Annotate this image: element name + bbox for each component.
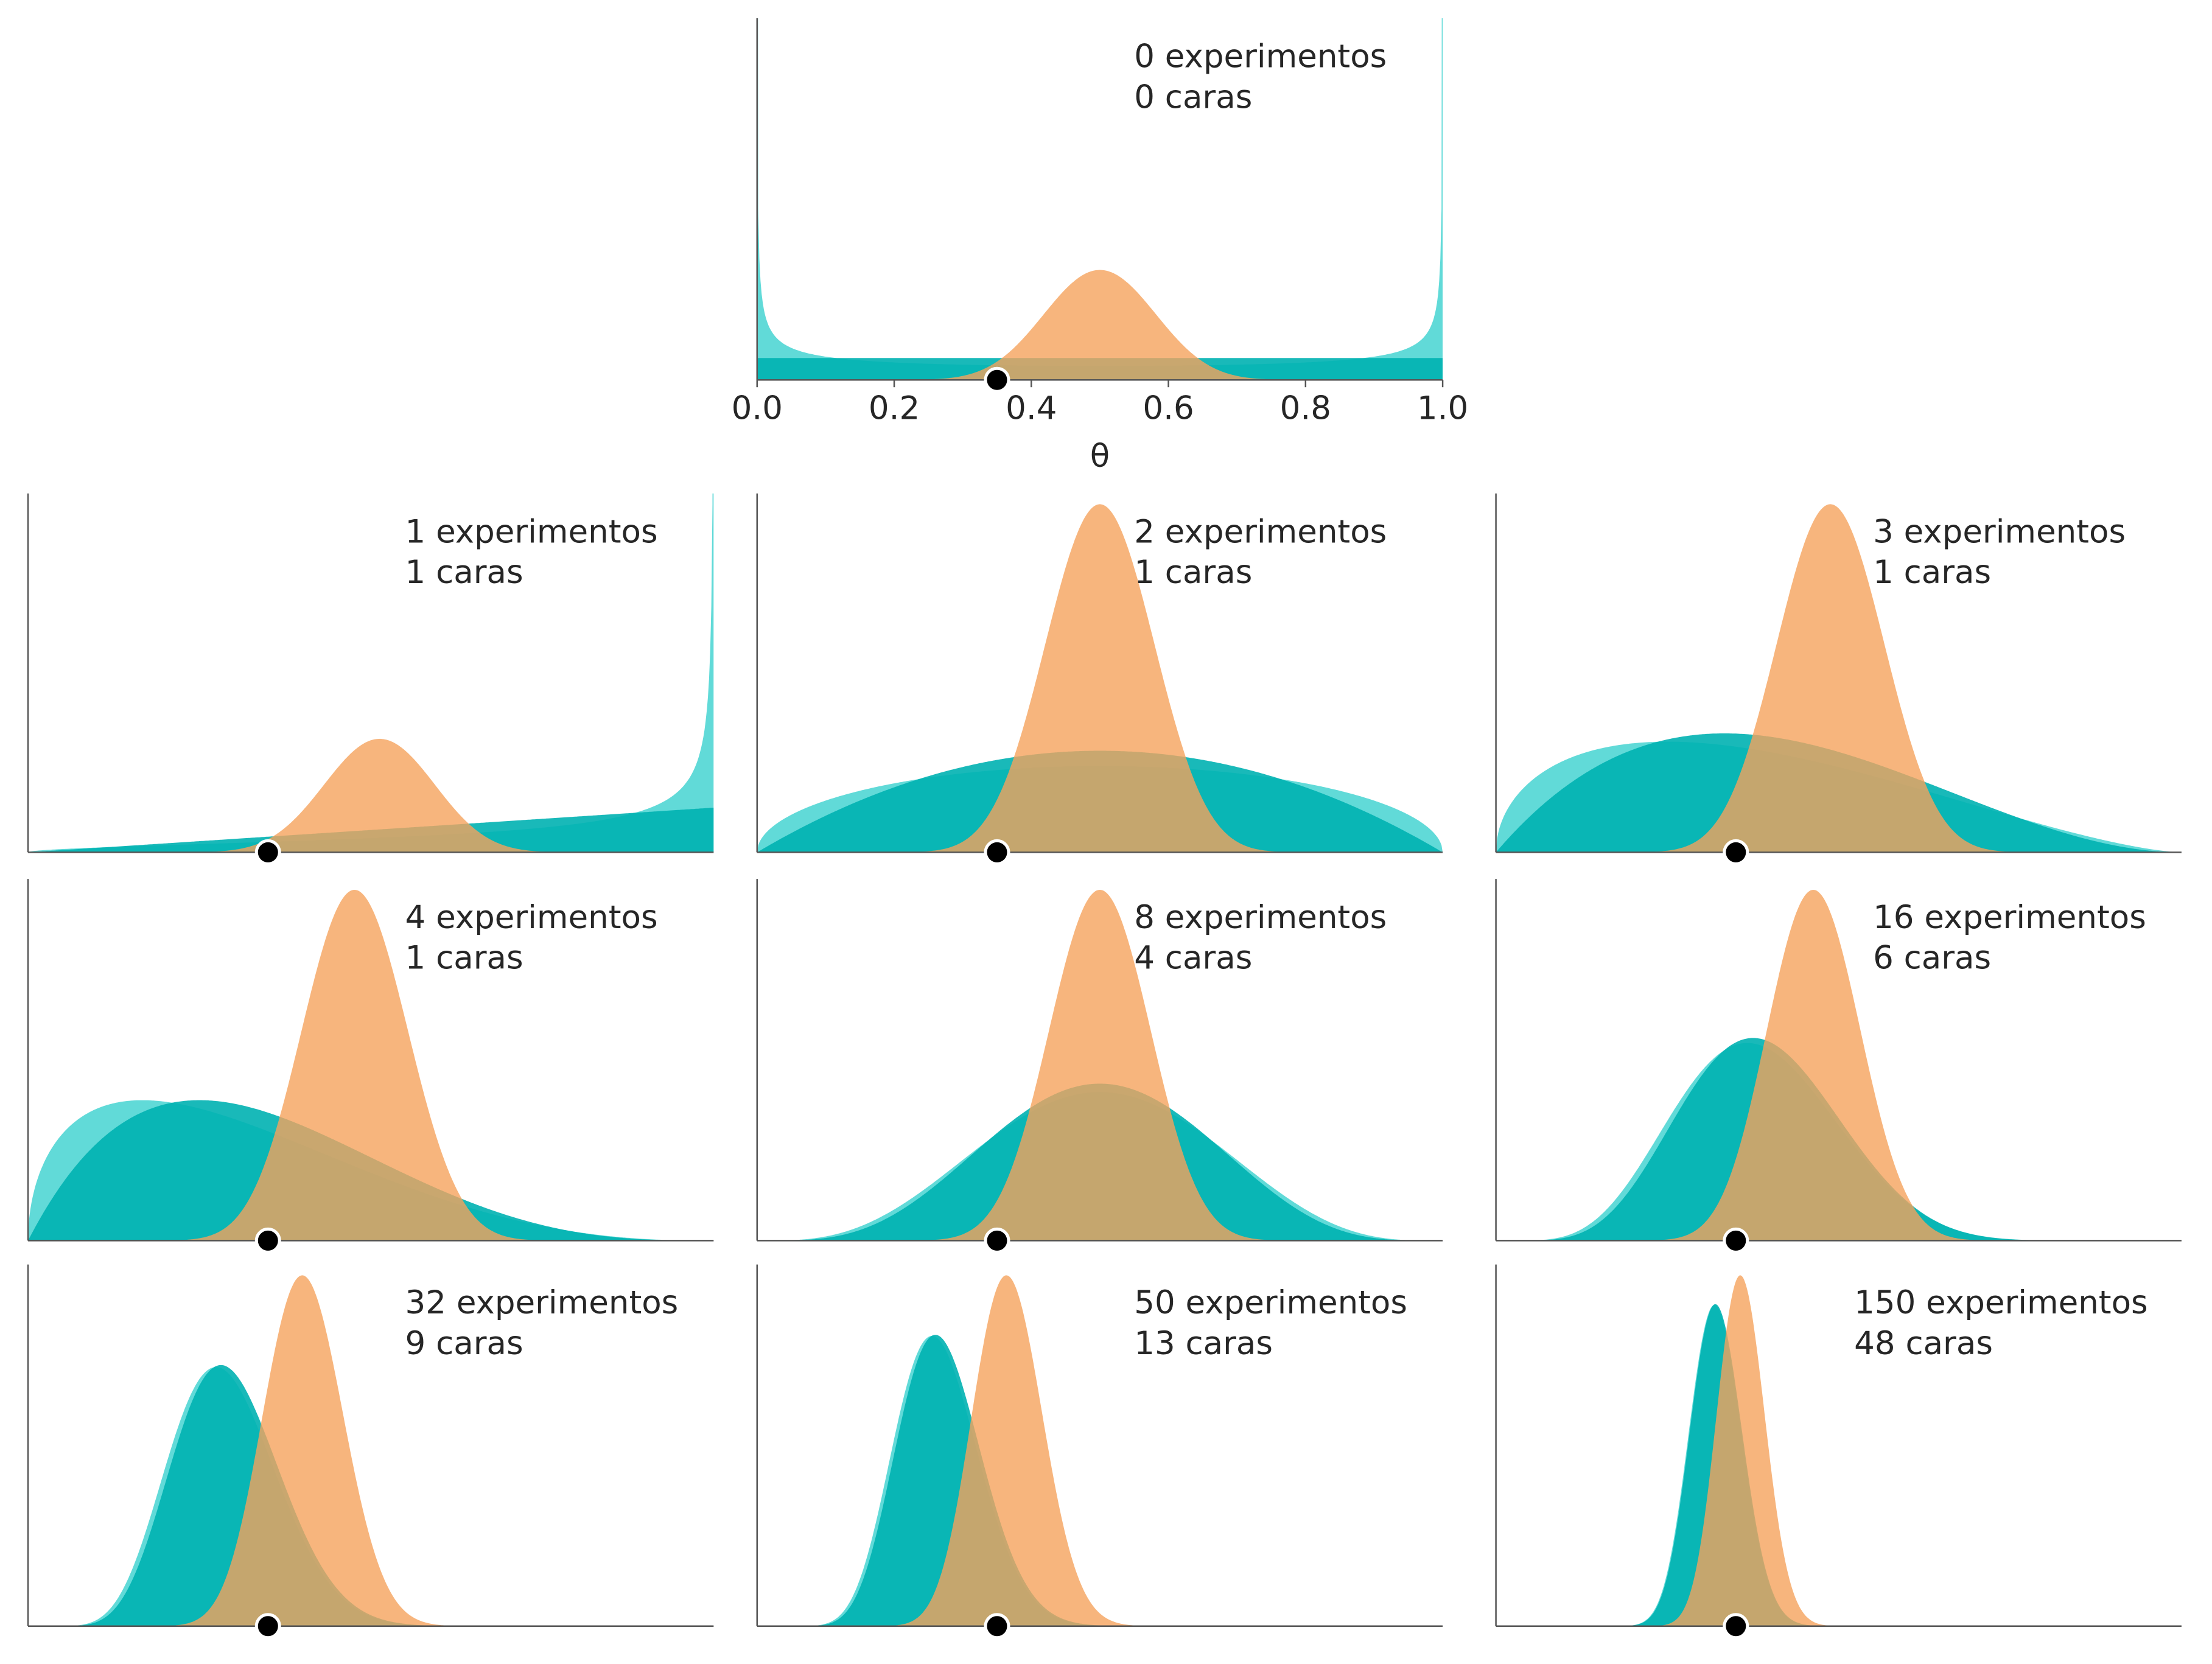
prior-informative-area-8 <box>757 1275 1443 1626</box>
prior-informative-area-4 <box>28 890 714 1241</box>
panel-heads-label: 1 caras <box>405 940 523 977</box>
prior-uniform-area-8 <box>757 1335 1443 1626</box>
true-theta-marker-6 <box>1723 1227 1749 1254</box>
prior-informative-area-2 <box>889 504 1311 853</box>
panel-trials-label: 1 experimentos <box>405 513 658 550</box>
true-theta-marker-8 <box>984 1613 1010 1640</box>
x-tick-label: 0.4 <box>1006 390 1057 427</box>
prior-informative-area-7 <box>28 1275 714 1626</box>
prior-uniform-area-9 <box>1496 1304 2182 1626</box>
true-theta-marker-4 <box>254 1227 281 1254</box>
panel-4: 4 experimentos 1 caras <box>27 879 714 1254</box>
true-theta-marker-3 <box>1723 839 1749 865</box>
panel-heads-label: 1 caras <box>405 554 523 591</box>
panel-heads-label: 48 caras <box>1854 1325 1993 1362</box>
panel-3: 3 experimentos 1 caras <box>1495 493 2182 865</box>
prior-jeffreys-area-9 <box>1496 1305 2182 1626</box>
panel-heads-label: 4 caras <box>1134 940 1252 977</box>
panel-heads-label: 9 caras <box>405 1325 523 1362</box>
panel-2: 2 experimentos 1 caras <box>756 493 1443 865</box>
panel-heads-label: 1 caras <box>1134 554 1252 591</box>
panel-1: 1 experimentos 1 caras <box>27 493 714 865</box>
prior-jeffreys-area-8 <box>757 1335 1443 1626</box>
panel-trials-label: 8 experimentos <box>1134 899 1387 936</box>
panel-7: 32 experimentos 9 caras <box>27 1264 714 1640</box>
panel-trials-label: 150 experimentos <box>1854 1284 2147 1321</box>
panel-heads-label: 13 caras <box>1134 1325 1273 1362</box>
panel-5: 8 experimentos 4 caras <box>756 879 1443 1254</box>
prior-informative-area-3 <box>1623 504 2041 853</box>
x-tick-label: 0.0 <box>732 390 783 427</box>
true-theta-marker-0 <box>984 366 1010 393</box>
x-tick-label: 0.2 <box>869 390 920 427</box>
prior-informative-area-1 <box>175 738 580 853</box>
panel-trials-label: 2 experimentos <box>1134 513 1387 550</box>
panel-trials-label: 4 experimentos <box>405 899 658 936</box>
panel-heads-label: 6 caras <box>1873 940 1991 977</box>
true-theta-marker-1 <box>254 839 281 865</box>
panel-9: 150 experimentos 48 caras <box>1495 1264 2182 1640</box>
panel-heads-label: 0 caras <box>1134 79 1252 116</box>
x-tick-label: 1.0 <box>1417 390 1468 427</box>
true-theta-marker-7 <box>254 1613 281 1640</box>
panel-0: 0 experimentos 0 caras 0.0 0.2 0.4 0.6 0.8 1.0 θ <box>732 18 1468 475</box>
true-theta-marker-5 <box>984 1227 1010 1254</box>
panel-trials-label: 16 experimentos <box>1873 899 2146 936</box>
prior-uniform-area-7 <box>28 1365 714 1626</box>
prior-informative-area-6 <box>1496 890 2182 1241</box>
panel-8: 50 experimentos 13 caras <box>756 1264 1443 1640</box>
panel-6: 16 experimentos 6 caras <box>1495 879 2182 1254</box>
panel-trials-label: 32 experimentos <box>405 1284 679 1321</box>
prior-jeffreys-area-1 <box>28 493 714 853</box>
panel-trials-label: 0 experimentos <box>1134 38 1387 75</box>
panel-heads-label: 1 caras <box>1873 554 1991 591</box>
panel-trials-label: 3 experimentos <box>1873 513 2126 550</box>
true-theta-marker-9 <box>1723 1613 1749 1640</box>
panel-trials-label: 50 experimentos <box>1134 1284 1407 1321</box>
x-axis-label: θ <box>1090 438 1110 475</box>
x-tick-label: 0.6 <box>1143 390 1194 427</box>
prior-informative-area-9 <box>1496 1275 2182 1626</box>
prior-informative-area-5 <box>757 890 1443 1241</box>
x-tick-label: 0.8 <box>1280 390 1331 427</box>
prior-informative-area-0 <box>894 270 1306 380</box>
true-theta-marker-2 <box>984 839 1010 865</box>
